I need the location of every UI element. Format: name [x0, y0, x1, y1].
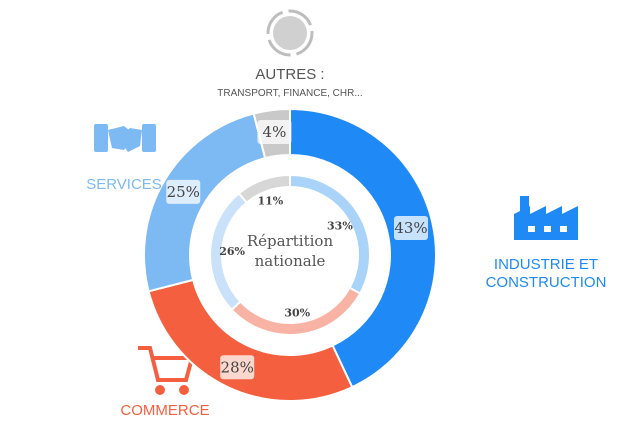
category-note: TRANSPORT, FINANCE, CHR...	[217, 88, 363, 99]
value-label: 28%	[221, 358, 254, 376]
category-label: AUTRES :	[255, 66, 325, 83]
value-label: 25%	[167, 183, 200, 201]
value-label-box	[166, 179, 201, 204]
value-label: 4%	[263, 123, 287, 141]
category-label: SERVICES	[86, 176, 162, 193]
category-label: COMMERCE	[120, 402, 210, 419]
value-label: 43%	[394, 219, 427, 237]
center-title: Répartition nationale	[247, 232, 334, 270]
value-label: 30%	[284, 306, 310, 319]
factory-icon	[514, 196, 578, 240]
category-label: INDUSTRIE ET CONSTRUCTION	[485, 256, 607, 291]
donut-segment	[289, 107, 437, 389]
handshake-icon	[94, 124, 156, 152]
value-label: 11%	[257, 194, 283, 207]
recycle-icon	[266, 9, 314, 57]
value-label-box	[394, 215, 429, 240]
value-label-box	[257, 119, 292, 144]
value-label: 26%	[219, 245, 245, 258]
donut-segment	[237, 173, 291, 205]
value-label-box	[220, 355, 255, 380]
value-label: 33%	[327, 219, 353, 232]
donut-segment	[147, 278, 354, 402]
